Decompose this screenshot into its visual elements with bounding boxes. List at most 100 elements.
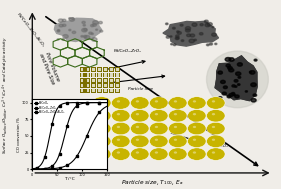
- Bar: [92, 79, 95, 82]
- Circle shape: [112, 97, 130, 109]
- Circle shape: [92, 38, 97, 41]
- Circle shape: [170, 36, 172, 37]
- Circle shape: [216, 98, 221, 101]
- Circle shape: [100, 30, 103, 32]
- Circle shape: [149, 122, 168, 135]
- Circle shape: [62, 24, 66, 26]
- Circle shape: [69, 29, 71, 31]
- Circle shape: [173, 27, 175, 29]
- Circle shape: [229, 94, 234, 96]
- Circle shape: [194, 39, 196, 41]
- Circle shape: [185, 29, 190, 32]
- Circle shape: [233, 94, 235, 96]
- Circle shape: [92, 109, 111, 122]
- Circle shape: [225, 57, 231, 61]
- Bar: [110, 89, 113, 92]
- Circle shape: [71, 18, 74, 19]
- Bar: [115, 83, 120, 88]
- Circle shape: [130, 148, 149, 160]
- Circle shape: [57, 30, 60, 32]
- Legend: PdCeO₂, Pd/CeO₂-ZrO₂, Pd/CeO₂-ZrO₂-Al₂O₃: PdCeO₂, Pd/CeO₂-ZrO₂, Pd/CeO₂-ZrO₂-Al₂O₃: [34, 101, 65, 115]
- Circle shape: [226, 64, 230, 67]
- Bar: [87, 79, 89, 82]
- Circle shape: [250, 71, 255, 74]
- Circle shape: [200, 33, 203, 35]
- Circle shape: [219, 97, 222, 99]
- Circle shape: [58, 19, 63, 22]
- Circle shape: [181, 40, 184, 42]
- Circle shape: [89, 32, 92, 34]
- Circle shape: [234, 80, 238, 82]
- Circle shape: [149, 109, 168, 122]
- Circle shape: [227, 95, 231, 98]
- Circle shape: [176, 37, 179, 39]
- Circle shape: [98, 151, 101, 154]
- Circle shape: [235, 86, 237, 87]
- Circle shape: [190, 34, 195, 37]
- Circle shape: [99, 21, 102, 24]
- Circle shape: [130, 135, 149, 148]
- Circle shape: [130, 122, 149, 135]
- Circle shape: [91, 33, 94, 35]
- Circle shape: [173, 44, 176, 46]
- Circle shape: [187, 97, 206, 109]
- Circle shape: [166, 23, 168, 25]
- Text: Particle Size: Particle Size: [128, 87, 153, 91]
- Circle shape: [84, 29, 87, 31]
- Bar: [116, 74, 119, 77]
- Circle shape: [238, 77, 241, 78]
- Circle shape: [58, 30, 60, 31]
- Bar: [80, 83, 85, 88]
- Circle shape: [57, 39, 59, 40]
- Circle shape: [149, 97, 168, 109]
- Bar: [85, 88, 90, 93]
- Bar: [91, 83, 96, 88]
- Polygon shape: [55, 18, 101, 42]
- Circle shape: [232, 85, 235, 87]
- Bar: [110, 68, 113, 71]
- Bar: [85, 73, 90, 77]
- Circle shape: [112, 135, 130, 148]
- Circle shape: [219, 97, 222, 99]
- Bar: [97, 88, 102, 93]
- Bar: [98, 89, 101, 92]
- Bar: [103, 78, 108, 83]
- Bar: [110, 74, 113, 77]
- Circle shape: [212, 139, 215, 141]
- Circle shape: [215, 43, 217, 45]
- Circle shape: [189, 39, 194, 43]
- Circle shape: [98, 126, 101, 128]
- Circle shape: [229, 58, 234, 61]
- Circle shape: [251, 98, 256, 102]
- Circle shape: [175, 37, 179, 40]
- Circle shape: [177, 31, 179, 33]
- Circle shape: [136, 151, 139, 154]
- Text: Pd/CeO₂-ZrO₂: Pd/CeO₂-ZrO₂: [114, 49, 142, 53]
- Text: Pd/CeO₂-ZrO₂-Al₂O₃: Pd/CeO₂-ZrO₂-Al₂O₃: [16, 12, 46, 48]
- Bar: [80, 67, 85, 72]
- Circle shape: [251, 83, 256, 87]
- Circle shape: [117, 151, 120, 154]
- Bar: [98, 68, 101, 71]
- Bar: [87, 74, 89, 77]
- Bar: [92, 74, 95, 77]
- Bar: [85, 83, 90, 88]
- Bar: [115, 78, 120, 83]
- Circle shape: [82, 28, 87, 32]
- Ellipse shape: [207, 51, 268, 108]
- Bar: [104, 68, 107, 71]
- Bar: [116, 89, 119, 92]
- Circle shape: [166, 36, 170, 38]
- Circle shape: [221, 80, 225, 84]
- Bar: [98, 74, 101, 77]
- Circle shape: [136, 139, 139, 141]
- Circle shape: [169, 109, 187, 122]
- Circle shape: [254, 59, 257, 61]
- Circle shape: [223, 86, 227, 89]
- Bar: [104, 74, 107, 77]
- Circle shape: [250, 71, 251, 73]
- Bar: [98, 84, 101, 87]
- Polygon shape: [215, 56, 257, 101]
- Circle shape: [193, 126, 196, 128]
- Circle shape: [207, 122, 225, 135]
